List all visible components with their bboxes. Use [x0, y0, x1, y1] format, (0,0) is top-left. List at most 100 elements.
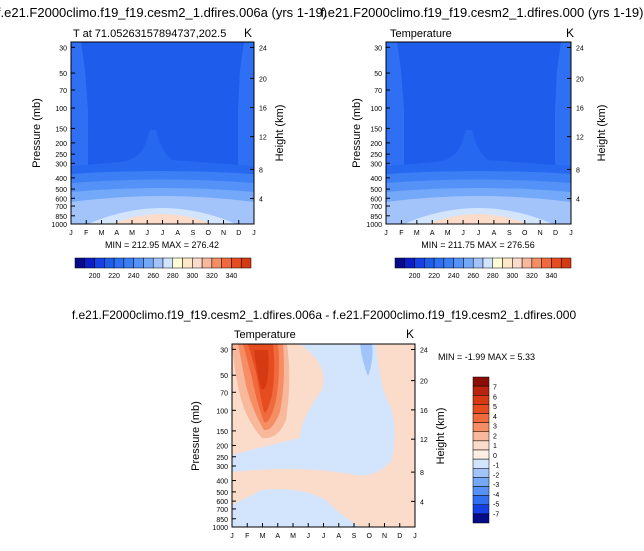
colorbar-swatch	[472, 395, 490, 405]
y-tick-label: 600	[370, 196, 382, 203]
panel-3-stats: MIN = -1.99 MAX = 5.33	[438, 352, 535, 362]
y2-tick-label: 12	[259, 135, 267, 142]
field-band	[386, 42, 404, 170]
colorbar-swatch	[463, 257, 474, 269]
panel-1-subtitle: T at 71.05263157894737,202.5	[73, 28, 226, 40]
colorbar-swatch	[472, 404, 490, 414]
colorbar-label: 300	[506, 273, 518, 280]
y-tick-label: 700	[370, 204, 382, 211]
y2-tick-label: 8	[259, 167, 263, 174]
x-tick-label: M	[290, 533, 296, 540]
x-tick-label: M	[99, 230, 105, 237]
x-tick-label: N	[538, 230, 543, 237]
panel-2-colorbar: 200 220 240 260 280 300 320 340	[394, 257, 572, 280]
x-tick-label: M	[260, 533, 266, 540]
x-tick-label: A	[114, 230, 119, 237]
x-tick-label: J	[461, 230, 465, 237]
y-tick-label: 300	[370, 161, 382, 168]
colorbar-swatch	[84, 257, 95, 269]
x-tick-label: O	[367, 533, 373, 540]
x-tick-label: J	[161, 230, 165, 237]
colorbar-swatch	[104, 257, 115, 269]
x-tick-label: F	[84, 230, 88, 237]
x-tick-label: M	[414, 230, 420, 237]
colorbar-label: 4	[493, 414, 497, 421]
field-band	[428, 214, 528, 224]
panel-1-title: f.e21.F2000climo.f19_f19.cesm2_1.dfires.…	[0, 5, 327, 20]
colorbar-label: 340	[226, 273, 238, 280]
x-tick-label: M	[129, 230, 135, 237]
x-tick-label: S	[507, 230, 512, 237]
colorbar-label: -2	[493, 472, 499, 479]
y-tick-label: 50	[220, 373, 228, 380]
field-band	[232, 344, 415, 527]
x-tick-label: O	[522, 230, 528, 237]
colorbar-swatch	[551, 257, 562, 269]
colorbar-swatch	[152, 257, 164, 269]
panel-3-y2-tick-labels: 24 20 16 12 8 4	[411, 347, 428, 506]
colorbar-label: 280	[167, 273, 179, 280]
x-tick-label: D	[553, 230, 558, 237]
x-tick-label: M	[445, 230, 451, 237]
y-tick-label: 400	[55, 176, 67, 183]
y-tick-label: 150	[370, 126, 382, 133]
panel-1-units: K	[244, 26, 252, 40]
y-tick-label: 400	[216, 479, 228, 486]
colorbar-swatch	[74, 257, 86, 269]
colorbar-swatch	[472, 413, 490, 423]
colorbar-swatch	[113, 257, 125, 269]
panel-1-colorbar: 200 220 240 260 280 300 320 340	[74, 257, 252, 280]
panel-3-units: K	[406, 327, 414, 341]
colorbar-label: 7	[493, 385, 497, 392]
y-tick-label: 200	[55, 141, 67, 148]
colorbar-swatch	[201, 257, 213, 269]
y-tick-label: 100	[216, 408, 228, 415]
colorbar-swatch	[453, 257, 464, 269]
colorbar-label: 220	[428, 273, 440, 280]
colorbar-swatch	[133, 257, 144, 269]
colorbar-swatch	[433, 257, 445, 269]
x-tick-label: S	[191, 230, 196, 237]
colorbar-swatch	[472, 257, 484, 269]
y-tick-label: 600	[216, 499, 228, 506]
x-tick-label: J	[322, 533, 326, 540]
colorbar-label: 260	[467, 273, 479, 280]
colorbar-swatch	[424, 257, 435, 269]
x-tick-label: J	[413, 533, 417, 540]
colorbar-swatch	[182, 257, 193, 269]
colorbar-swatch	[472, 468, 490, 478]
colorbar-label: 260	[147, 273, 159, 280]
panel-1-y2label: Height (km)	[274, 105, 286, 162]
colorbar-swatch	[231, 257, 242, 269]
y2-tick-label: 24	[259, 45, 267, 52]
panel-2-subtitle: Temperature	[390, 28, 452, 40]
colorbar-label: 3	[493, 424, 497, 431]
panel-3-colorbar: 7 6 5 4 3 2 1 0 -1 -2 -3 -4 -5 -7	[472, 376, 499, 524]
y-tick-label: 300	[55, 161, 67, 168]
panel-2-units: K	[566, 26, 574, 40]
y2-tick-label: 20	[576, 76, 584, 83]
panel-3-subtitle: Temperature	[234, 329, 296, 341]
panel-1-ylabel: Pressure (mb)	[31, 98, 43, 168]
x-tick-label: F	[245, 533, 249, 540]
colorbar-label: 240	[128, 273, 140, 280]
y2-tick-label: 20	[259, 76, 267, 83]
y-tick-label: 100	[370, 106, 382, 113]
colorbar-swatch	[192, 257, 203, 269]
colorbar-label: 320	[526, 273, 538, 280]
y-tick-label: 30	[374, 45, 382, 52]
x-tick-label: N	[221, 230, 226, 237]
y-tick-label: 30	[220, 347, 228, 354]
field-band	[555, 42, 571, 170]
panel-3-field	[232, 344, 415, 527]
x-tick-label: J	[252, 230, 256, 237]
colorbar-swatch	[394, 257, 406, 269]
colorbar-swatch	[472, 431, 490, 442]
y-tick-label: 500	[370, 187, 382, 194]
colorbar-swatch	[443, 257, 454, 269]
panel-2-stats: MIN = 211.75 MAX = 276.56	[421, 240, 534, 250]
y-tick-label: 850	[370, 214, 382, 221]
field-band	[254, 350, 269, 390]
